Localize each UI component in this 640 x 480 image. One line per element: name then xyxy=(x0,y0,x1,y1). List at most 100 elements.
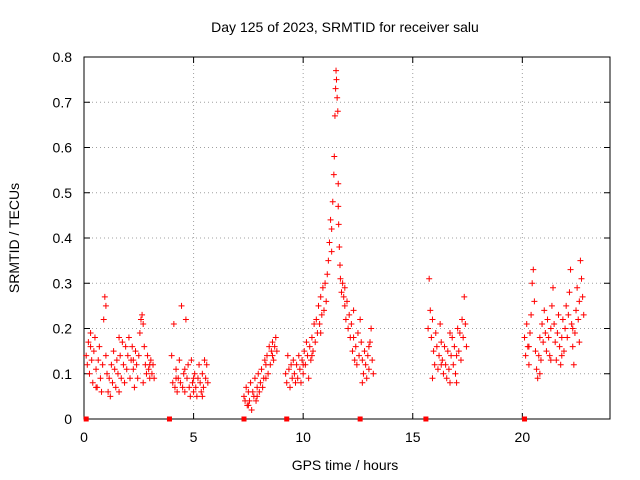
data-point xyxy=(528,311,535,318)
data-point xyxy=(269,352,276,359)
data-point xyxy=(306,343,313,350)
data-point xyxy=(541,307,548,314)
data-point xyxy=(272,334,279,341)
data-point xyxy=(251,375,258,382)
data-point xyxy=(532,348,539,355)
data-point xyxy=(336,244,343,251)
data-point xyxy=(577,257,584,264)
data-point xyxy=(97,375,104,382)
data-point xyxy=(525,361,532,368)
data-point xyxy=(365,366,372,373)
data-point xyxy=(255,370,262,377)
data-point xyxy=(86,370,93,377)
data-point xyxy=(363,375,370,382)
data-point xyxy=(322,280,329,287)
data-point xyxy=(288,361,295,368)
data-point xyxy=(367,339,374,346)
data-point xyxy=(358,339,365,346)
data-point xyxy=(169,379,176,386)
zero-marker xyxy=(83,416,89,422)
data-point xyxy=(119,339,126,346)
data-point xyxy=(93,384,100,391)
data-point xyxy=(438,361,445,368)
data-point xyxy=(437,320,444,327)
data-point xyxy=(341,284,348,291)
data-point xyxy=(123,366,130,373)
data-point xyxy=(531,298,538,305)
data-point xyxy=(248,406,255,413)
data-point xyxy=(323,298,330,305)
data-point xyxy=(336,262,343,269)
data-point xyxy=(334,94,341,101)
data-point xyxy=(522,352,529,359)
data-point xyxy=(190,375,197,382)
data-point xyxy=(334,108,341,115)
data-point xyxy=(456,330,463,337)
data-point xyxy=(444,348,451,355)
data-point xyxy=(135,352,142,359)
data-point xyxy=(133,361,140,368)
data-point xyxy=(568,320,575,327)
data-point xyxy=(318,311,325,318)
data-point xyxy=(178,302,185,309)
data-point xyxy=(266,343,273,350)
data-point xyxy=(313,316,320,323)
data-point xyxy=(436,352,443,359)
data-point xyxy=(360,370,367,377)
data-point xyxy=(350,334,357,341)
data-point xyxy=(84,361,91,368)
x-tick-label: 15 xyxy=(405,429,421,445)
data-point xyxy=(112,384,119,391)
data-point xyxy=(432,330,439,337)
data-point xyxy=(556,343,563,350)
data-point xyxy=(267,361,274,368)
data-point xyxy=(369,357,376,364)
zero-marker xyxy=(522,416,528,422)
data-point xyxy=(349,348,356,355)
data-point xyxy=(139,311,146,318)
data-point xyxy=(181,388,188,395)
data-point xyxy=(553,357,560,364)
y-tick-label: 0.1 xyxy=(53,366,73,382)
data-point xyxy=(574,284,581,291)
data-point xyxy=(329,198,336,205)
data-point xyxy=(171,384,178,391)
data-point xyxy=(457,357,464,364)
data-point xyxy=(534,375,541,382)
zero-marker xyxy=(284,416,290,422)
data-point xyxy=(240,393,247,400)
data-point xyxy=(271,343,278,350)
data-point xyxy=(525,343,532,350)
data-point xyxy=(108,361,115,368)
data-point xyxy=(105,388,112,395)
data-point xyxy=(443,375,450,382)
y-tick-label: 0.2 xyxy=(53,321,73,337)
data-point xyxy=(253,397,260,404)
data-point xyxy=(185,361,192,368)
data-point xyxy=(431,361,438,368)
data-point xyxy=(333,67,340,74)
y-tick-label: 0.7 xyxy=(53,94,73,110)
data-point xyxy=(93,366,100,373)
data-point xyxy=(203,361,210,368)
data-point xyxy=(121,379,128,386)
data-point xyxy=(291,370,298,377)
data-point xyxy=(173,366,180,373)
x-tick-label: 0 xyxy=(80,429,88,445)
data-point xyxy=(536,334,543,341)
data-point xyxy=(257,379,264,386)
data-point xyxy=(308,334,315,341)
data-point xyxy=(569,343,576,350)
data-point xyxy=(361,348,368,355)
data-point xyxy=(325,257,332,264)
data-point xyxy=(427,307,434,314)
data-point xyxy=(560,348,567,355)
data-point xyxy=(434,366,441,373)
data-point xyxy=(449,334,456,341)
data-point xyxy=(433,343,440,350)
data-point xyxy=(269,339,276,346)
data-point xyxy=(130,366,137,373)
x-tick-label: 5 xyxy=(190,429,198,445)
data-point xyxy=(359,379,366,386)
data-point xyxy=(147,357,154,364)
